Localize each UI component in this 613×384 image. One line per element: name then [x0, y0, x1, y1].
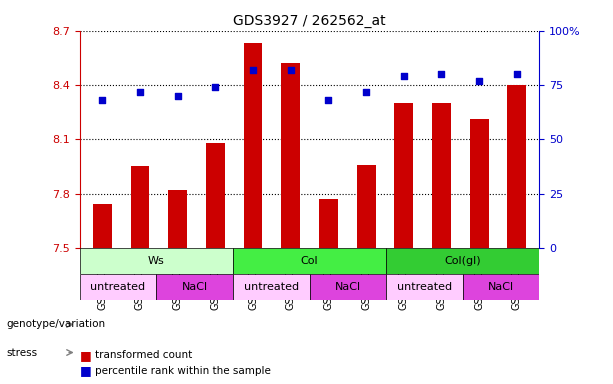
- Text: Col(gl): Col(gl): [444, 256, 481, 266]
- Text: NaCl: NaCl: [181, 281, 208, 291]
- Point: [436, 71, 446, 77]
- FancyBboxPatch shape: [80, 248, 233, 274]
- Bar: [281, 63, 300, 248]
- Bar: [243, 43, 262, 248]
- Text: Ws: Ws: [148, 256, 165, 266]
- Point: [135, 88, 145, 94]
- FancyBboxPatch shape: [386, 248, 539, 274]
- Bar: [508, 85, 526, 248]
- FancyBboxPatch shape: [156, 274, 233, 300]
- Point: [173, 93, 183, 99]
- Point: [286, 67, 295, 73]
- Text: NaCl: NaCl: [488, 281, 514, 291]
- Point: [248, 67, 258, 73]
- Text: genotype/variation: genotype/variation: [6, 319, 105, 329]
- Bar: [394, 103, 413, 248]
- Title: GDS3927 / 262562_at: GDS3927 / 262562_at: [234, 14, 386, 28]
- FancyBboxPatch shape: [386, 274, 463, 300]
- Text: NaCl: NaCl: [335, 281, 361, 291]
- Text: ■: ■: [80, 364, 91, 377]
- Text: untreated: untreated: [397, 281, 452, 291]
- Text: transformed count: transformed count: [95, 350, 192, 360]
- Bar: [131, 167, 150, 248]
- Bar: [319, 199, 338, 248]
- Bar: [206, 143, 225, 248]
- Point: [474, 78, 484, 84]
- Point: [512, 71, 522, 77]
- FancyBboxPatch shape: [80, 274, 156, 300]
- FancyBboxPatch shape: [233, 248, 386, 274]
- FancyBboxPatch shape: [463, 274, 539, 300]
- Bar: [93, 205, 112, 248]
- Bar: [432, 103, 451, 248]
- Bar: [168, 190, 187, 248]
- Text: ■: ■: [80, 349, 91, 362]
- Text: percentile rank within the sample: percentile rank within the sample: [95, 366, 271, 376]
- Text: untreated: untreated: [91, 281, 145, 291]
- FancyBboxPatch shape: [310, 274, 386, 300]
- Point: [210, 84, 220, 90]
- Text: stress: stress: [6, 348, 37, 358]
- Point: [399, 73, 409, 79]
- Point: [324, 97, 333, 103]
- Bar: [470, 119, 489, 248]
- Point: [97, 97, 107, 103]
- Text: Col: Col: [301, 256, 318, 266]
- Point: [361, 88, 371, 94]
- Text: untreated: untreated: [244, 281, 299, 291]
- Bar: [357, 165, 376, 248]
- FancyBboxPatch shape: [233, 274, 310, 300]
